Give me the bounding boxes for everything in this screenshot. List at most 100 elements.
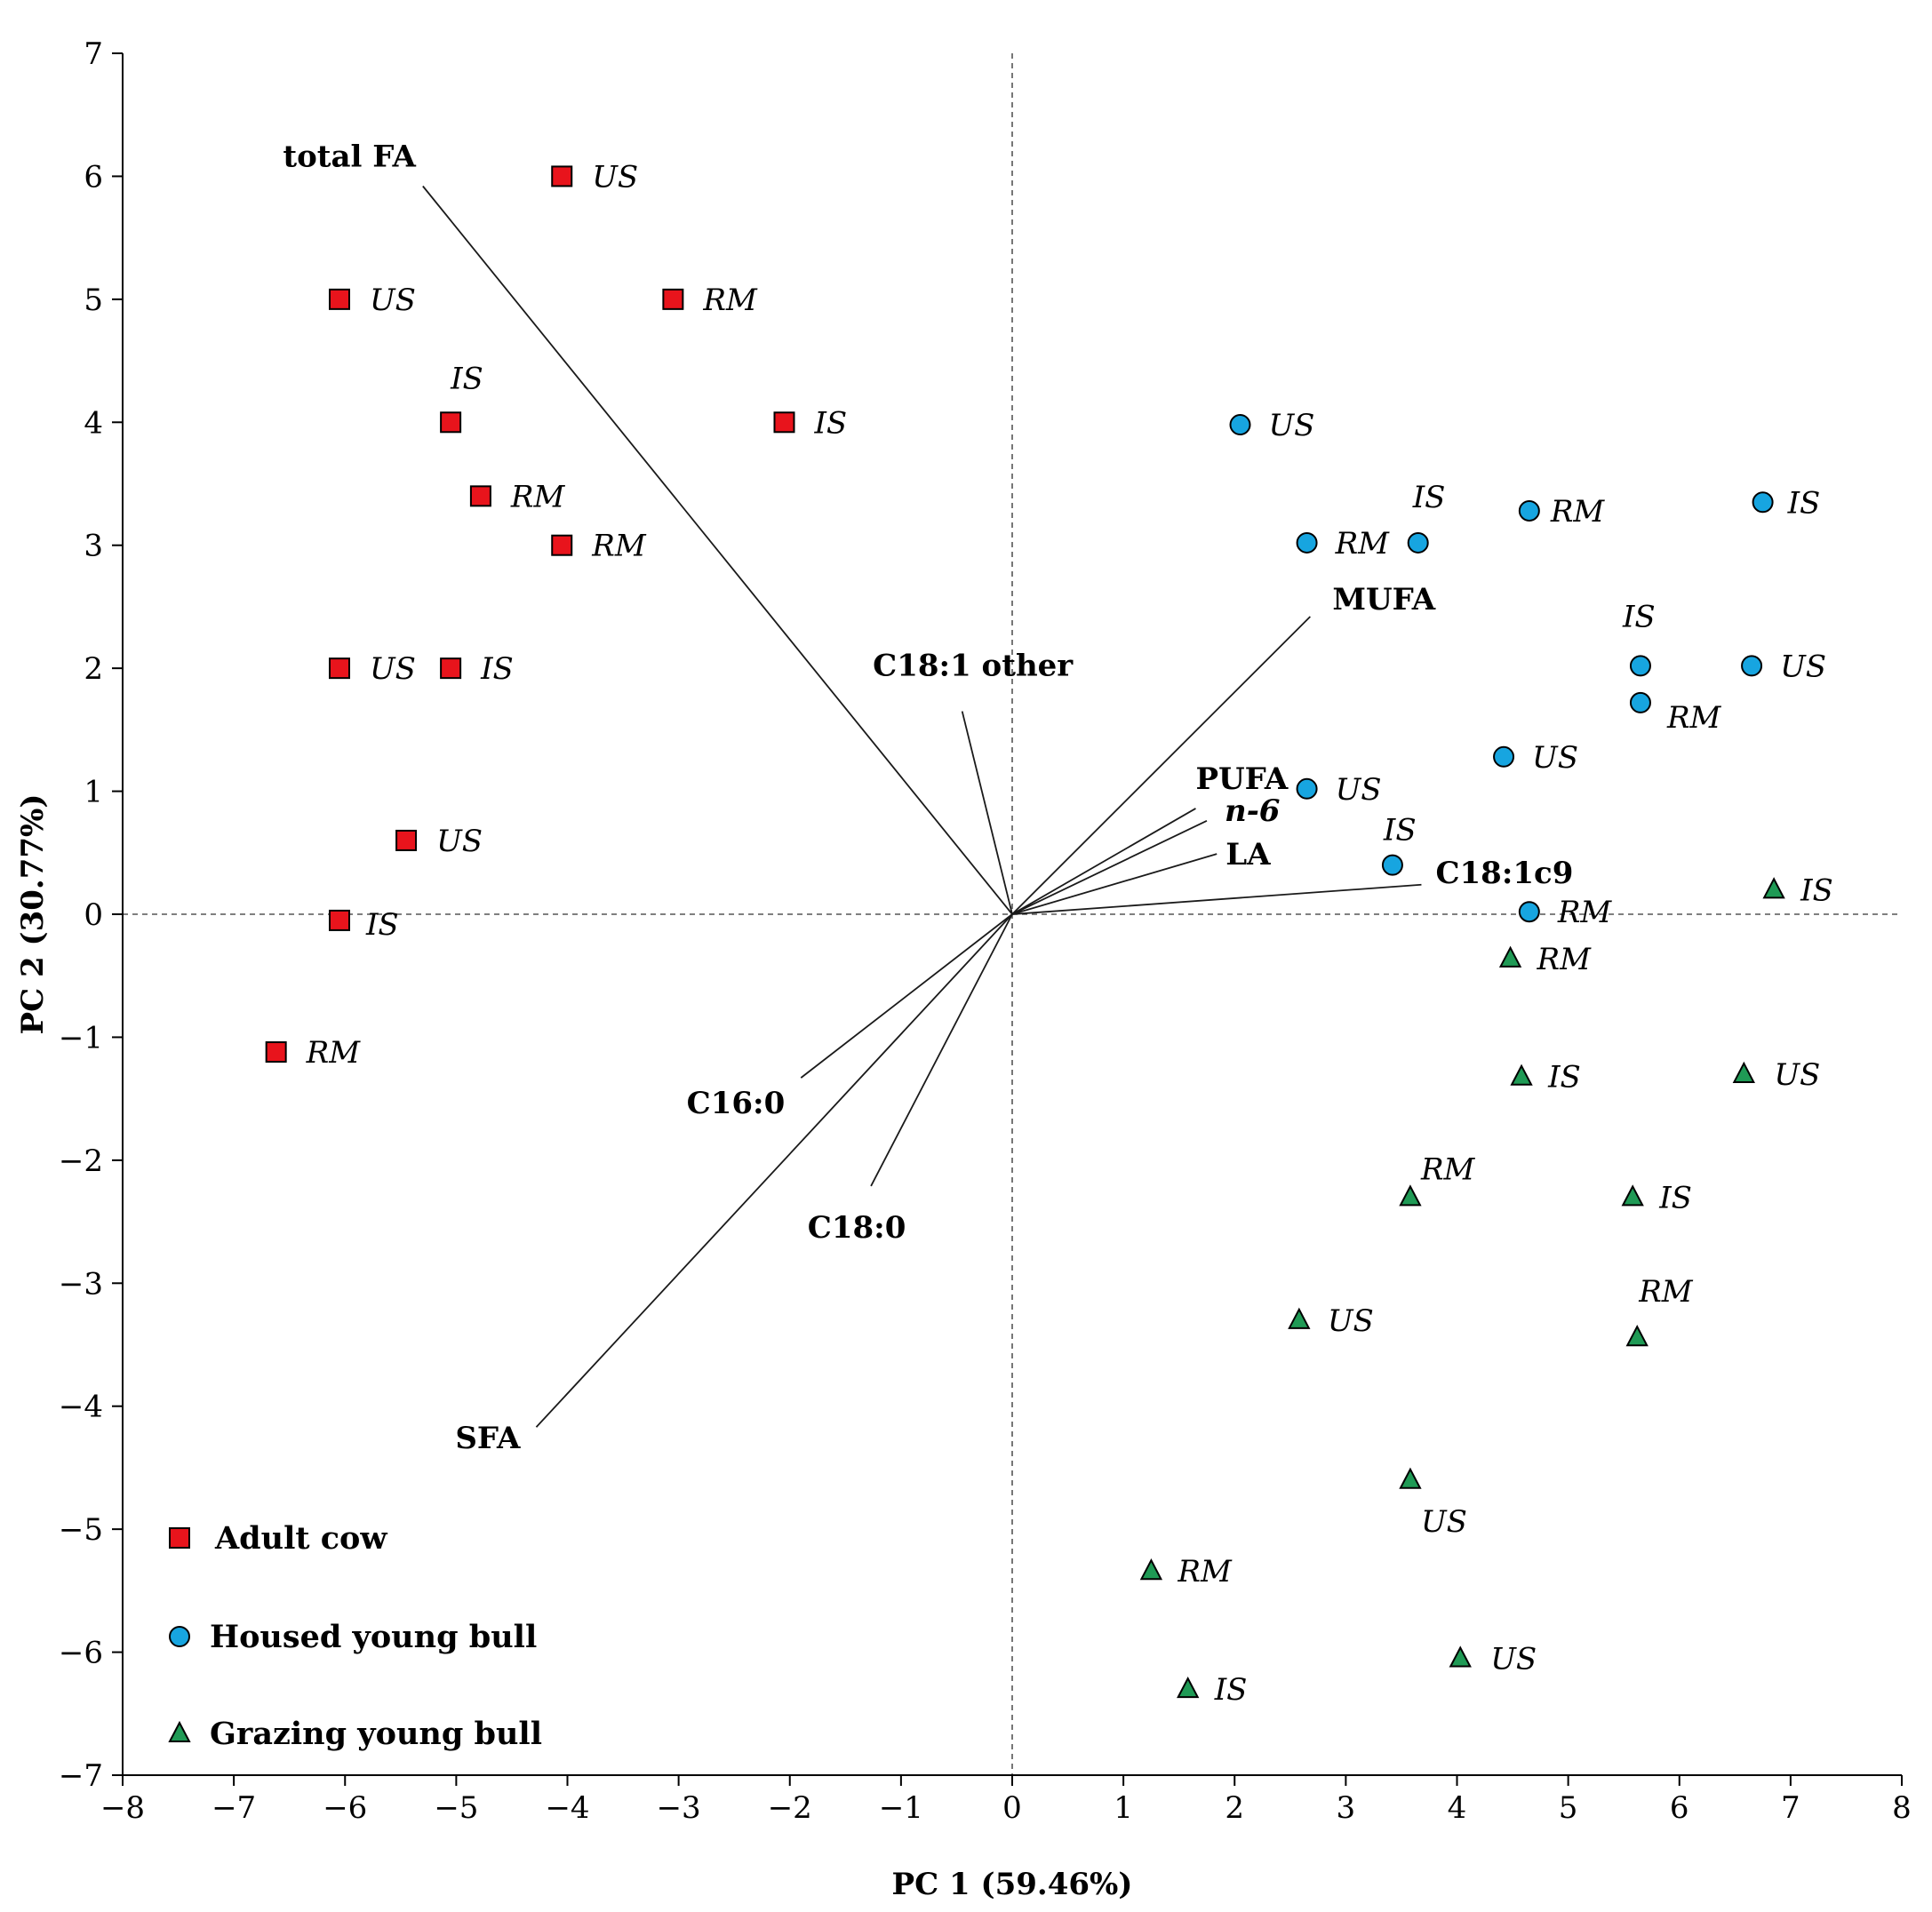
point-label: IS bbox=[1622, 599, 1656, 634]
x-tick-label: 6 bbox=[1670, 1790, 1689, 1826]
legend-marker-adult-cow bbox=[169, 1527, 190, 1549]
point-label: US bbox=[1328, 1303, 1374, 1339]
y-tick-label: 5 bbox=[84, 283, 103, 318]
point-label: IS bbox=[480, 651, 514, 687]
point-label: US bbox=[436, 824, 483, 859]
point-housed-young-bull bbox=[1296, 777, 1318, 800]
point-grazing-young-bull bbox=[1510, 1064, 1533, 1086]
loading-vector-pufa bbox=[1011, 808, 1196, 915]
point-label: IS bbox=[1658, 1180, 1692, 1215]
y-tick-label: 7 bbox=[84, 36, 103, 72]
point-label: RM bbox=[1420, 1151, 1476, 1187]
point-label: IS bbox=[1787, 485, 1821, 521]
point-grazing-young-bull bbox=[1177, 1676, 1200, 1699]
point-grazing-young-bull bbox=[1762, 877, 1785, 899]
legend-label-grazing-young-bull: Grazing young bull bbox=[210, 1716, 542, 1752]
point-label: RM bbox=[1335, 526, 1391, 562]
y-tick-label: 2 bbox=[84, 651, 103, 687]
point-adult-cow bbox=[440, 411, 462, 434]
point-label: RM bbox=[1666, 700, 1722, 736]
legend: Adult cow Housed young bull Grazing young … bbox=[168, 1520, 542, 1752]
x-tick-label: 4 bbox=[1448, 1790, 1467, 1826]
loading-vector-mufa bbox=[1011, 616, 1311, 915]
point-label: RM bbox=[1177, 1554, 1233, 1589]
loading-label-la: LA bbox=[1225, 837, 1271, 872]
x-tick-label: −5 bbox=[434, 1790, 478, 1826]
x-tick-label: 7 bbox=[1781, 1790, 1800, 1826]
loading-label-c16-0: C16:0 bbox=[687, 1086, 786, 1121]
loading-vector-c18-1-other bbox=[961, 711, 1013, 915]
point-label: US bbox=[1780, 649, 1826, 684]
loading-vector-c16-0 bbox=[800, 913, 1013, 1079]
loading-vector-c18-1c9 bbox=[1011, 883, 1422, 915]
loading-vector-total-fa bbox=[422, 185, 1013, 915]
point-adult-cow bbox=[551, 165, 573, 187]
legend-item-grazing-young-bull: Grazing young bull bbox=[168, 1716, 542, 1752]
point-adult-cow bbox=[469, 485, 491, 507]
loading-vector-c18-0 bbox=[870, 913, 1013, 1187]
point-adult-cow bbox=[662, 288, 684, 310]
loading-vector-la bbox=[1011, 853, 1217, 915]
point-label: US bbox=[1421, 1504, 1467, 1540]
series-grazing-young-bull: IS RM IS US RM IS US RM US RM IS US bbox=[1139, 872, 1833, 1708]
y-tick-label: −3 bbox=[59, 1266, 103, 1302]
point-label: US bbox=[370, 283, 416, 318]
point-label: RM bbox=[1557, 895, 1613, 930]
point-label: RM bbox=[510, 479, 566, 514]
point-label: IS bbox=[813, 405, 847, 441]
point-adult-cow bbox=[773, 411, 795, 434]
legend-label-adult-cow: Adult cow bbox=[214, 1520, 387, 1557]
point-grazing-young-bull bbox=[1449, 1645, 1472, 1668]
point-adult-cow bbox=[328, 909, 350, 931]
point-label: IS bbox=[1214, 1672, 1248, 1708]
point-label: US bbox=[370, 651, 416, 687]
y-tick-label: 0 bbox=[84, 897, 103, 933]
y-tick-label: −7 bbox=[59, 1758, 103, 1794]
point-label: IS bbox=[1412, 480, 1446, 515]
point-label: IS bbox=[450, 361, 483, 396]
point-adult-cow bbox=[328, 657, 350, 680]
loading-vector-sfa bbox=[535, 913, 1013, 1428]
y-tick-label: −6 bbox=[59, 1636, 103, 1671]
point-label: US bbox=[1336, 772, 1382, 808]
point-label: RM bbox=[1638, 1274, 1694, 1310]
point-adult-cow bbox=[440, 657, 462, 680]
point-grazing-young-bull bbox=[1399, 1467, 1422, 1489]
point-adult-cow bbox=[265, 1041, 287, 1064]
point-label: RM bbox=[1537, 942, 1593, 977]
point-grazing-young-bull bbox=[1621, 1184, 1644, 1207]
point-grazing-young-bull bbox=[1288, 1307, 1311, 1329]
x-tick-label: 1 bbox=[1114, 1790, 1133, 1826]
x-tick-label: 5 bbox=[1559, 1790, 1578, 1826]
point-label: IS bbox=[365, 907, 399, 943]
legend-item-adult-cow: Adult cow bbox=[169, 1520, 387, 1557]
point-label: IS bbox=[1800, 872, 1833, 908]
point-label: IS bbox=[1383, 813, 1417, 848]
x-tick-label: 0 bbox=[1002, 1790, 1022, 1826]
legend-marker-grazing-young-bull bbox=[168, 1720, 191, 1742]
loading-label-pufa: PUFA bbox=[1195, 761, 1288, 797]
point-label: IS bbox=[1547, 1060, 1581, 1095]
x-tick-label: 2 bbox=[1225, 1790, 1244, 1826]
point-grazing-young-bull bbox=[1139, 1558, 1163, 1581]
point-label: US bbox=[1269, 408, 1315, 443]
loading-label-c18-0: C18:0 bbox=[808, 1210, 906, 1246]
y-tick-label: 3 bbox=[84, 529, 103, 564]
point-grazing-young-bull bbox=[1625, 1325, 1649, 1347]
y-axis-title: PC 2 (30.77%) bbox=[15, 794, 51, 1035]
point-label: RM bbox=[702, 283, 758, 318]
point-label: US bbox=[1532, 740, 1578, 776]
point-adult-cow bbox=[328, 288, 350, 310]
point-grazing-young-bull bbox=[1399, 1184, 1422, 1207]
loading-label-n-6: n-6 bbox=[1225, 793, 1281, 829]
point-housed-young-bull bbox=[1518, 901, 1540, 923]
loading-vector-n-6 bbox=[1011, 819, 1208, 915]
point-housed-young-bull bbox=[1629, 655, 1651, 677]
loading-label-c18-1-other: C18:1 other bbox=[873, 649, 1074, 684]
point-housed-young-bull bbox=[1629, 691, 1651, 713]
point-housed-young-bull bbox=[1493, 745, 1515, 768]
